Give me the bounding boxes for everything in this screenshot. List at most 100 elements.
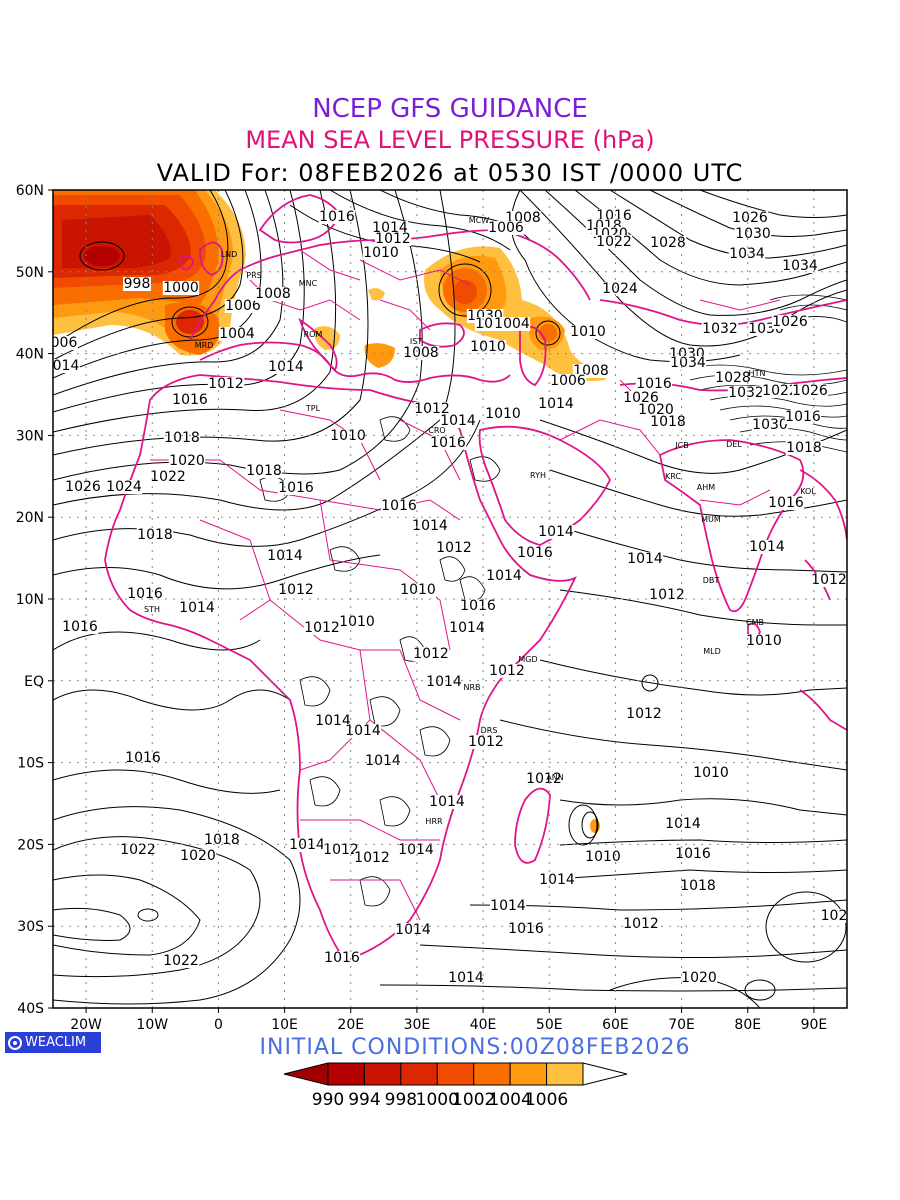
contour-label: 1024 (602, 281, 638, 297)
contour-label-bg (637, 403, 675, 417)
contour-label: 1034 (729, 246, 765, 262)
contour-label: 1034 (782, 258, 818, 274)
lat-lon-grid (53, 190, 847, 1008)
contour-label-bg (179, 849, 217, 863)
contour-label-bg (439, 414, 477, 428)
contour-label: 1010 (485, 406, 521, 422)
city-label: MCW (469, 216, 489, 225)
latitude-axis: 60N 50N 40N 30N 20N 10N EQ 10S 20S 30S 40S (16, 183, 53, 1017)
contour-label-bg (748, 540, 786, 554)
contour-label-bg (397, 843, 435, 857)
contour-label-bg (344, 724, 382, 738)
contour-label-bg (625, 707, 663, 721)
contour-label-bg (493, 317, 531, 331)
contour-label: 1014 (429, 794, 465, 810)
contour-label-bg (53, 359, 80, 373)
contour-label: 1024 (106, 479, 142, 495)
contour-label-bg (692, 766, 730, 780)
colorbar-label: 1006 (525, 1090, 568, 1110)
contour-label: 1014 (365, 753, 401, 769)
contour-label-bg (484, 407, 522, 421)
contour-label-bg (469, 340, 507, 354)
contour-label-bg (329, 429, 367, 443)
contour-label-bg (680, 971, 718, 985)
city-label: AHM (697, 483, 715, 492)
chart-title: NCEP GFS GUIDANCE (312, 94, 588, 124)
contour-label: 1014 (395, 922, 431, 938)
contour-label-bg (537, 525, 575, 539)
contour-label: 1018 (680, 878, 716, 894)
colorbar-label: 990 (312, 1090, 344, 1110)
contour-label-bg (322, 843, 360, 857)
contour-label: 1012 (489, 663, 525, 679)
contour-label: 1004 (494, 316, 530, 332)
contour-label-bg (701, 322, 739, 336)
contour-label-bg (435, 541, 473, 555)
contour-label: 1032 (702, 321, 738, 337)
contour-label-bg (669, 356, 707, 370)
contour-label-bg (714, 371, 752, 385)
contour-label-bg (428, 795, 466, 809)
y-tick-label: 40N (16, 347, 44, 363)
contour-label: 1014 (426, 674, 462, 690)
y-tick-label: 60N (16, 183, 44, 199)
city-label: IST (410, 337, 422, 346)
x-tick-label: 40E (470, 1017, 497, 1033)
contour-label-bg (371, 221, 409, 235)
contour-label-bg (288, 838, 326, 852)
contour-label: 1014 (179, 600, 215, 616)
contour-label: 1016 (127, 586, 163, 602)
contour-label: 1010 (746, 633, 782, 649)
contour-label-bg (648, 588, 686, 602)
city-label: MLD (703, 647, 721, 656)
contour-label-bg (425, 675, 463, 689)
contour-label: 1012 (413, 646, 449, 662)
y-tick-label: 30S (17, 919, 44, 935)
contour-label: 1012 (278, 582, 314, 598)
contour-label: 1014 (289, 837, 325, 853)
contour-label-bg (549, 374, 587, 388)
chart-subtitle: MEAN SEA LEVEL PRESSURE (hPa) (245, 126, 655, 154)
contour-labels: 998 1000100610041008101610141012101010081… (51, 208, 847, 986)
contour-label-bg (123, 277, 151, 291)
contour-label: 1016 (278, 480, 314, 496)
contour-label: 1010 (400, 582, 436, 598)
contour-label-bg (784, 410, 822, 424)
contour-label: 1012 (468, 734, 504, 750)
contour-label-bg (162, 954, 200, 968)
contour-label-bg (679, 879, 717, 893)
contour-label: 1028 (650, 235, 686, 251)
contour-label-bg (374, 232, 412, 246)
contour-label: 1026 (772, 314, 808, 330)
contour-label: 1016 (172, 392, 208, 408)
contour-label-bg (277, 481, 315, 495)
contour-label: 1016 (785, 409, 821, 425)
contour-label: 006 (51, 335, 78, 351)
weaclim-logo: WEACLIM (5, 1032, 101, 1053)
contour-label: 1010 (339, 614, 375, 630)
contour-label-bg (649, 415, 687, 429)
contour-label-bg (314, 714, 352, 728)
contour-label: 1022 (762, 383, 798, 399)
contour-label: 1014 (268, 359, 304, 375)
contour-label-bg (64, 480, 102, 494)
city-label: DEL (726, 440, 742, 449)
shading-low-atlantic (53, 190, 246, 356)
contour-label-bg (537, 397, 575, 411)
contour-label: 1022 (596, 234, 632, 250)
contour-label: 1020 (169, 453, 205, 469)
city-label: MUM (701, 515, 721, 524)
logo-text: WEACLIM (25, 1035, 87, 1050)
contour-label-bg (447, 971, 485, 985)
contour-label: 1000 (163, 280, 199, 296)
contour-label-bg (485, 569, 523, 583)
contour-label-bg (105, 480, 143, 494)
contour-label-bg (136, 528, 174, 542)
map-layers: 998 1000100610041008101610141012101010081… (51, 190, 847, 1008)
city-label: HTN (749, 369, 766, 378)
colorbar-label: 994 (348, 1090, 380, 1110)
contour-label: 1014 (345, 723, 381, 739)
contour-label-bg (448, 621, 486, 635)
colorbar-swatch (400, 1062, 438, 1086)
contour-label-bg (323, 951, 361, 965)
